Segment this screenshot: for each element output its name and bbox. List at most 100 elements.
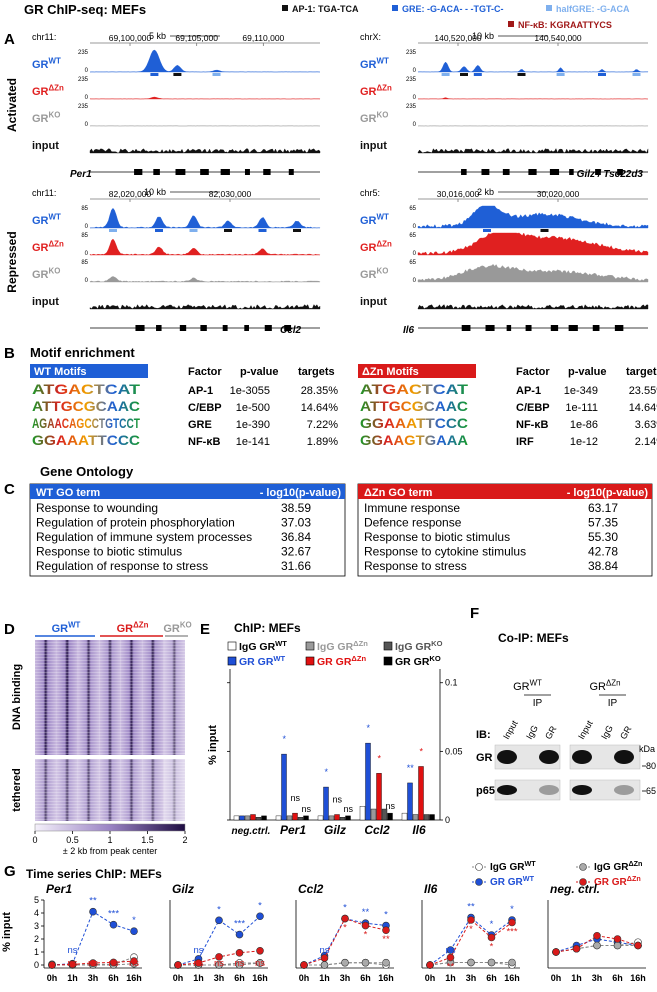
legend-label: IgG GRΔZn <box>594 859 642 873</box>
table-header: WT GO term <box>36 487 100 499</box>
lane-label: IgG <box>599 723 615 741</box>
label-text: GR GR <box>594 877 628 888</box>
motif-mark <box>483 229 491 232</box>
ip-label: IP <box>608 698 618 709</box>
track-max: 235 <box>78 104 89 110</box>
point <box>467 916 475 924</box>
coord-label: 82,020,000 <box>109 189 152 199</box>
legend-swatch <box>546 5 552 11</box>
bar <box>328 815 335 821</box>
y-tick-label: 3 <box>34 921 39 931</box>
significance: * <box>469 924 473 935</box>
label-sup: WT <box>273 654 285 663</box>
point <box>634 941 642 950</box>
legend-label: IgG GRKO <box>395 639 443 653</box>
point <box>508 918 516 927</box>
exon <box>614 325 624 331</box>
table-header: ΔZn Motifs <box>362 366 419 378</box>
ip-label: IP <box>533 698 543 709</box>
factor: C/EBP <box>516 402 550 414</box>
subchart-title: neg. ctrl. <box>550 882 600 896</box>
p-value: 1e-500 <box>236 402 270 414</box>
significance: ** <box>362 907 370 918</box>
motif-mark <box>441 73 450 76</box>
group-label: GRKO <box>163 621 191 635</box>
coord-label: 82,030,000 <box>209 189 252 199</box>
go-value: 31.66 <box>281 559 311 573</box>
p-value: 1e-3055 <box>230 385 270 397</box>
label-text: GR GR <box>239 656 274 668</box>
panel-letter: D <box>4 621 15 638</box>
significance: * <box>282 734 286 744</box>
point <box>487 933 496 942</box>
subchart-title: Ccl2 <box>298 882 324 896</box>
bar <box>365 742 371 821</box>
heatmap-texture <box>35 759 185 821</box>
subchart-title: Il6 <box>424 882 438 896</box>
signal-track <box>417 97 649 100</box>
motif-logo: AGAACAGCCTGTCCT <box>32 415 140 431</box>
p-value: 1e-390 <box>236 419 270 431</box>
track-max: 235 <box>406 77 417 83</box>
series-line <box>555 938 639 953</box>
significance: * <box>324 767 328 777</box>
track-label: GRKO <box>360 111 388 125</box>
point <box>109 958 118 967</box>
go-value: 32.67 <box>281 545 311 559</box>
kda-label: kDa <box>639 744 655 754</box>
track-min: 0 <box>85 68 89 74</box>
track-max: 65 <box>409 260 416 266</box>
legend-marker <box>579 863 587 871</box>
x-tick-label: Gilz <box>324 823 346 837</box>
signal-track <box>89 148 321 154</box>
point <box>130 957 138 965</box>
track-max: 85 <box>81 260 88 266</box>
table-header: targets <box>298 366 335 378</box>
track-max: 85 <box>81 233 88 239</box>
significance: ns <box>290 793 300 803</box>
significance: * <box>258 900 262 911</box>
label-sup: ΔZn <box>351 654 366 663</box>
label-sup: ΔZn <box>353 639 368 648</box>
bar <box>244 815 251 821</box>
group-label: GRΔZn <box>589 679 620 693</box>
motif-mark <box>632 73 641 76</box>
bar <box>281 753 287 821</box>
point <box>467 958 475 967</box>
chrom-label: chrX: <box>360 32 381 42</box>
go-term: Regulation of response to stress <box>36 559 208 573</box>
go-term: Response to biotic stimulus <box>36 545 182 559</box>
targets: 14.64% <box>301 402 339 414</box>
legend-marker <box>475 878 483 886</box>
label-text: GR <box>32 269 49 281</box>
significance: ns <box>214 958 224 969</box>
track-max: 235 <box>406 104 417 110</box>
x-tick-label: 6h <box>612 973 623 983</box>
x-tick-label: 6h <box>486 973 497 983</box>
exon <box>200 169 209 175</box>
label-sup: KO <box>377 267 389 276</box>
legend-marker <box>475 863 483 871</box>
exon <box>617 169 623 175</box>
x-tick-label: Ccl2 <box>364 823 390 837</box>
bar <box>345 815 351 821</box>
legend-label: halfGRE: -G-ACA <box>556 4 630 14</box>
lane-label: GR <box>543 724 559 741</box>
point <box>382 926 390 934</box>
chrom-label: chr5: <box>360 188 380 198</box>
motif-logo: GGAAATTCCC <box>360 415 468 431</box>
significance: ns <box>108 958 118 969</box>
coord-label: 30,020,000 <box>537 189 580 199</box>
row-label: Repressed <box>5 231 19 292</box>
point <box>552 948 560 956</box>
scale-label: 2 kb <box>477 187 494 197</box>
significance: * <box>343 923 347 934</box>
exon <box>244 325 249 331</box>
label-sup: WT <box>68 621 80 630</box>
legend-label: GRE: -G-ACA- - -TGT-C- <box>402 4 503 14</box>
bar <box>429 814 435 821</box>
legend-label: GR GRWT <box>239 654 286 668</box>
scale-label: 10 kb <box>472 31 494 41</box>
point <box>89 959 97 967</box>
